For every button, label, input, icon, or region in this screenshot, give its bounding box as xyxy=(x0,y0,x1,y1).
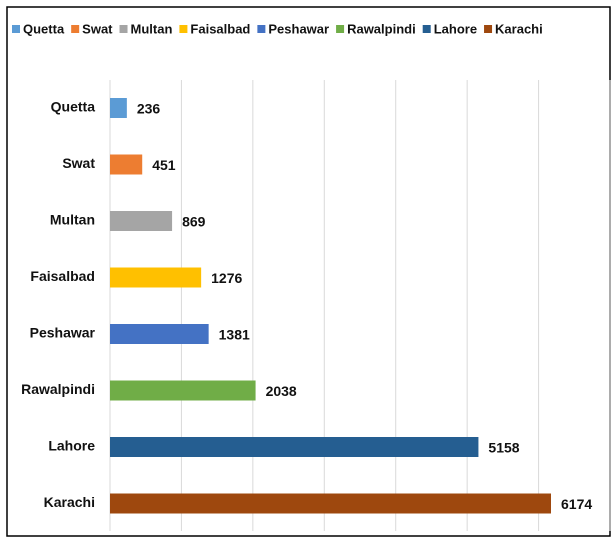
data-label: 5158 xyxy=(488,440,519,456)
legend-label: Quetta xyxy=(23,21,65,36)
bar xyxy=(110,98,127,118)
y-tick-label: Peshawar xyxy=(30,325,96,341)
data-label: 2038 xyxy=(266,383,297,399)
data-label: 869 xyxy=(182,214,206,230)
data-label: 6174 xyxy=(561,496,592,512)
bar xyxy=(110,493,551,514)
legend-swatch xyxy=(257,25,266,33)
y-tick-label: Karachi xyxy=(44,494,95,510)
y-tick-label: Faisalbad xyxy=(30,268,95,284)
data-label: 1381 xyxy=(219,327,250,343)
y-tick-label: Rawalpindi xyxy=(21,381,95,397)
bar xyxy=(110,154,143,175)
y-tick-label: Multan xyxy=(50,212,95,228)
legend-swatch xyxy=(336,25,345,33)
legend-label: Rawalpindi xyxy=(347,21,416,36)
bar xyxy=(110,211,173,231)
legend-label: Faisalbad xyxy=(190,21,250,36)
legend-swatch xyxy=(71,25,80,33)
bar xyxy=(110,267,202,288)
legend-swatch xyxy=(179,25,188,33)
legend-swatch xyxy=(484,25,493,33)
legend-label: Peshawar xyxy=(268,21,329,36)
legend-swatch xyxy=(422,25,431,33)
data-label: 1276 xyxy=(211,270,242,286)
data-label: 236 xyxy=(137,101,161,117)
y-tick-label: Quetta xyxy=(51,99,96,115)
legend-swatch xyxy=(119,25,128,33)
bar xyxy=(110,380,256,401)
y-tick-label: Lahore xyxy=(48,438,95,454)
data-label: 451 xyxy=(152,157,176,173)
bar xyxy=(110,324,209,344)
legend-label: Karachi xyxy=(495,21,543,36)
legend-label: Multan xyxy=(131,21,173,36)
bar xyxy=(110,437,479,457)
legend-swatch xyxy=(12,25,20,33)
y-tick-label: Swat xyxy=(62,155,95,171)
legend-label: Lahore xyxy=(434,21,477,36)
legend-label: Swat xyxy=(82,21,113,36)
